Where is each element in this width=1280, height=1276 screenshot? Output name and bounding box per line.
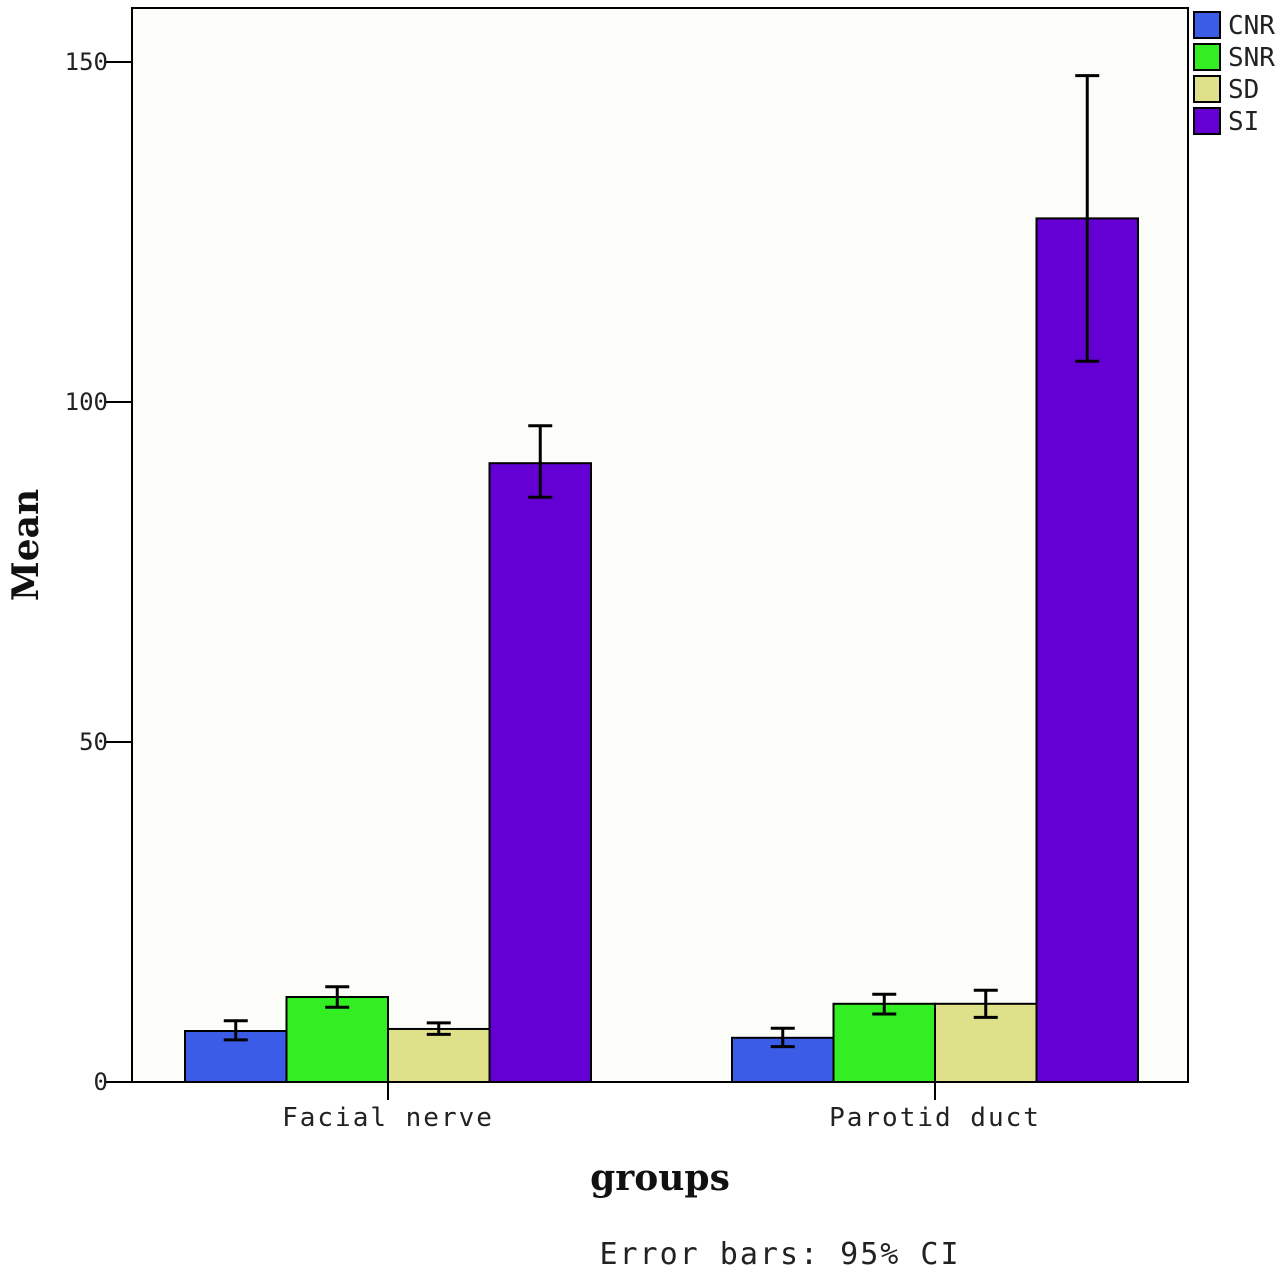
legend-label-sd: SD: [1228, 75, 1259, 105]
legend-swatch-sd: [1193, 75, 1221, 103]
errorbar-snr-facial-nerve: [325, 985, 350, 1009]
errorbar-si-parotid-duct: [1075, 74, 1100, 363]
x-tick-label-facial-nerve: Facial nerve: [282, 1103, 494, 1133]
bar-cnr-parotid-duct: [731, 1036, 835, 1084]
errorbars-layer: [223, 74, 1100, 1049]
errorbar-snr-parotid-duct: [872, 992, 897, 1016]
bars-layer: [184, 217, 1139, 1084]
legend-label-si: SI: [1228, 107, 1259, 137]
errorbar-cnr-parotid-duct: [770, 1026, 795, 1049]
legend-swatch-si: [1193, 107, 1221, 135]
x-axis-title: groups: [590, 1157, 730, 1199]
errorbar-si-facial-nerve: [528, 424, 553, 499]
y-tick-label-150: 150: [65, 48, 108, 76]
legend-swatch-cnr: [1193, 11, 1221, 39]
bar-snr-facial-nerve: [285, 996, 389, 1083]
y-axis-title: Mean: [5, 489, 47, 601]
bar-si-facial-nerve: [488, 462, 592, 1083]
bar-sd-facial-nerve: [387, 1027, 491, 1083]
legend-label-cnr: CNR: [1228, 11, 1275, 41]
legend-swatch-snr: [1193, 43, 1221, 71]
error-bars-note: Error bars: 95% CI: [599, 1237, 960, 1272]
legend-label-snr: SNR: [1228, 43, 1275, 73]
plot-area: [131, 7, 1189, 1083]
errorbar-cnr-facial-nerve: [223, 1019, 248, 1042]
bar-snr-parotid-duct: [832, 1002, 936, 1083]
axes-layer: 0 50 100 150 Facial nerve Parotid duct: [65, 48, 1041, 1133]
y-tick-label-50: 50: [79, 728, 108, 756]
y-tick-label-100: 100: [65, 388, 108, 416]
x-tick-label-parotid-duct: Parotid duct: [829, 1103, 1041, 1133]
errorbar-sd-parotid-duct: [973, 988, 998, 1019]
y-tick-label-0: 0: [94, 1068, 108, 1096]
errorbar-sd-facial-nerve: [426, 1021, 451, 1036]
